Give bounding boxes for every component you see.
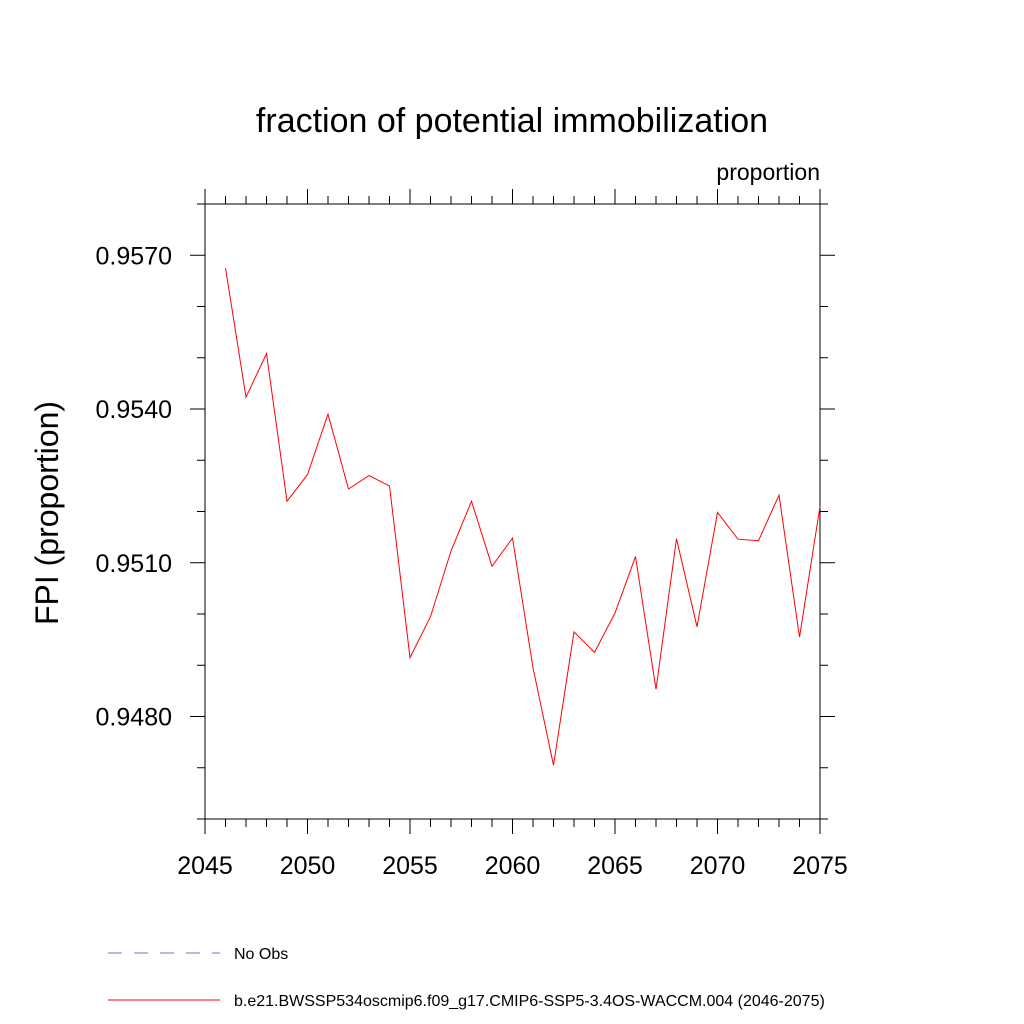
- x-tick-label: 2070: [690, 852, 746, 880]
- chart-title: fraction of potential immobilization: [256, 102, 768, 140]
- plot-frame: [204, 203, 821, 820]
- x-tick-label: 2075: [792, 852, 848, 880]
- x-tick-label: 2060: [485, 852, 541, 880]
- y-tick-label: 0.9540: [96, 396, 172, 424]
- x-tick-label: 2055: [382, 852, 438, 880]
- legend: No Obs b.e21.BWSSP534oscmip6.f09_g17.CMIP…: [108, 946, 825, 1010]
- data-series: [225, 268, 821, 766]
- legend-label: b.e21.BWSSP534oscmip6.f09_g17.CMIP6-SSP5…: [234, 993, 825, 1010]
- y-axis-label: FPI (proportion): [29, 401, 65, 625]
- y-tick-label: 0.9510: [96, 550, 172, 578]
- series-line: [225, 268, 821, 766]
- x-tick-label: 2045: [177, 852, 233, 880]
- x-tick-label: 2050: [280, 852, 336, 880]
- chart-units-label: proportion: [716, 159, 820, 185]
- axis-ticks: [190, 189, 835, 834]
- y-tick-label: 0.9570: [96, 242, 172, 270]
- legend-label: No Obs: [234, 946, 288, 963]
- tick-labels: 2045 2050 2055 2060 2065 2070 2075 0.9480 0.9510…: [96, 242, 848, 880]
- y-tick-label: 0.9480: [96, 704, 172, 732]
- x-tick-label: 2065: [587, 852, 643, 880]
